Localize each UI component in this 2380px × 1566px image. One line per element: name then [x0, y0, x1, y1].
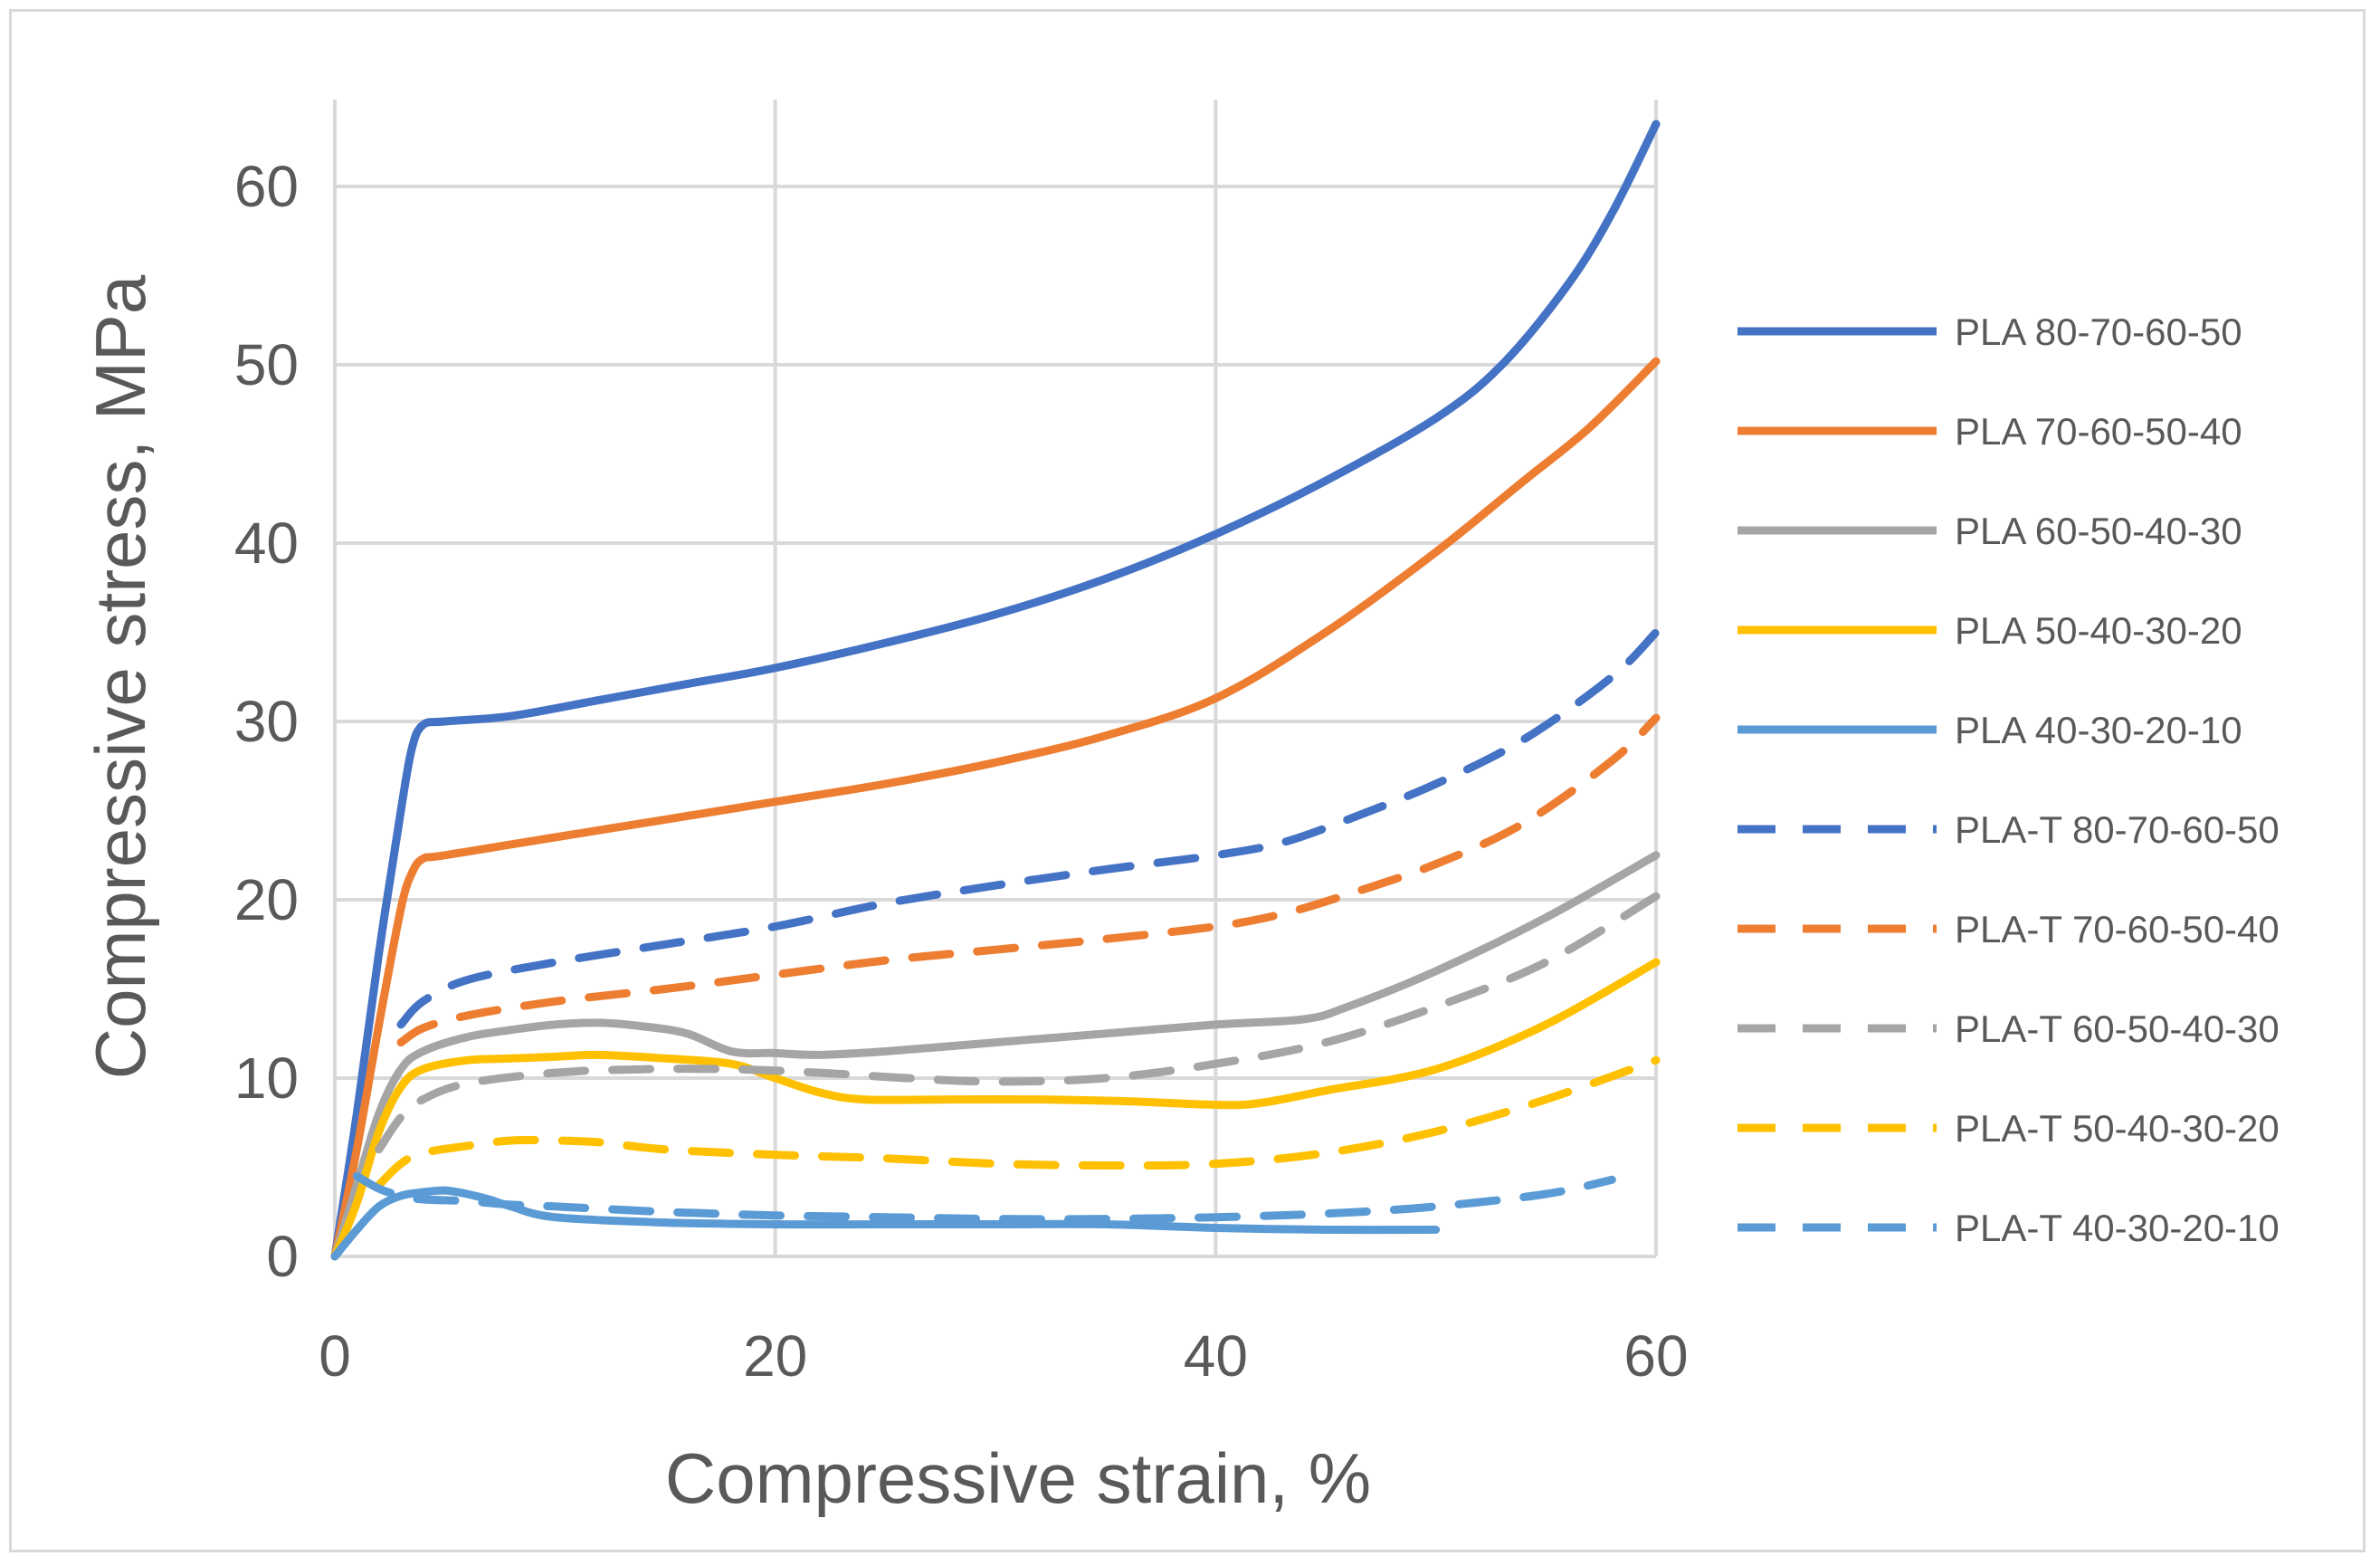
series-line-2: [330, 357, 1661, 1261]
y-tick-label: 0: [266, 1224, 299, 1289]
legend-label-1: PLA 80-70-60-50: [1955, 310, 2242, 353]
series-lines: [330, 119, 1661, 1261]
legend-label-3: PLA 60-50-40-30: [1955, 510, 2242, 552]
y-tick-label: 40: [234, 511, 299, 576]
series-line-7: [396, 713, 1661, 1047]
series-line-10: [352, 1171, 1616, 1224]
legend-label-7: PLA-T 70-60-50-40: [1955, 908, 2280, 950]
series-line-6: [396, 628, 1661, 1029]
legend: PLA 80-70-60-50 PLA 70-60-50-40 PLA 60-50-…: [1737, 310, 2280, 1249]
series-line-5: [330, 1186, 1441, 1261]
y-tick-label: 10: [234, 1046, 299, 1111]
legend-label-10: PLA-T 40-30-20-10: [1955, 1207, 2280, 1249]
y-tick-label: 50: [234, 332, 299, 397]
series-line-8: [375, 892, 1661, 1154]
y-axis-title: Compressive stress, MPa: [81, 274, 160, 1079]
series-line-4: [330, 958, 1661, 1261]
x-axis-title: Compressive strain, %: [665, 1438, 1371, 1518]
legend-label-4: PLA 50-40-30-20: [1955, 609, 2242, 652]
series-line-3: [330, 851, 1661, 1261]
series-line-1: [330, 119, 1661, 1261]
legend-label-8: PLA-T 60-50-40-30: [1955, 1007, 2280, 1050]
x-tick-label: 60: [1623, 1323, 1688, 1389]
series-line-9: [375, 1055, 1661, 1189]
legend-label-2: PLA 70-60-50-40: [1955, 410, 2242, 453]
legend-label-6: PLA-T 80-70-60-50: [1955, 808, 2280, 851]
legend-label-5: PLA 40-30-20-10: [1955, 709, 2242, 751]
legend-label-9: PLA-T 50-40-30-20: [1955, 1107, 2280, 1150]
x-tick-label: 40: [1184, 1323, 1248, 1389]
x-tick-label: 20: [743, 1323, 807, 1389]
y-tick-label: 20: [234, 867, 299, 932]
tick-labels: 0 10 20 30 40 50 60 0 20 40 60: [234, 154, 1689, 1389]
y-tick-label: 60: [234, 154, 299, 219]
gridlines: [333, 100, 1658, 1258]
y-tick-label: 30: [234, 689, 299, 754]
x-tick-label: 0: [319, 1323, 351, 1389]
